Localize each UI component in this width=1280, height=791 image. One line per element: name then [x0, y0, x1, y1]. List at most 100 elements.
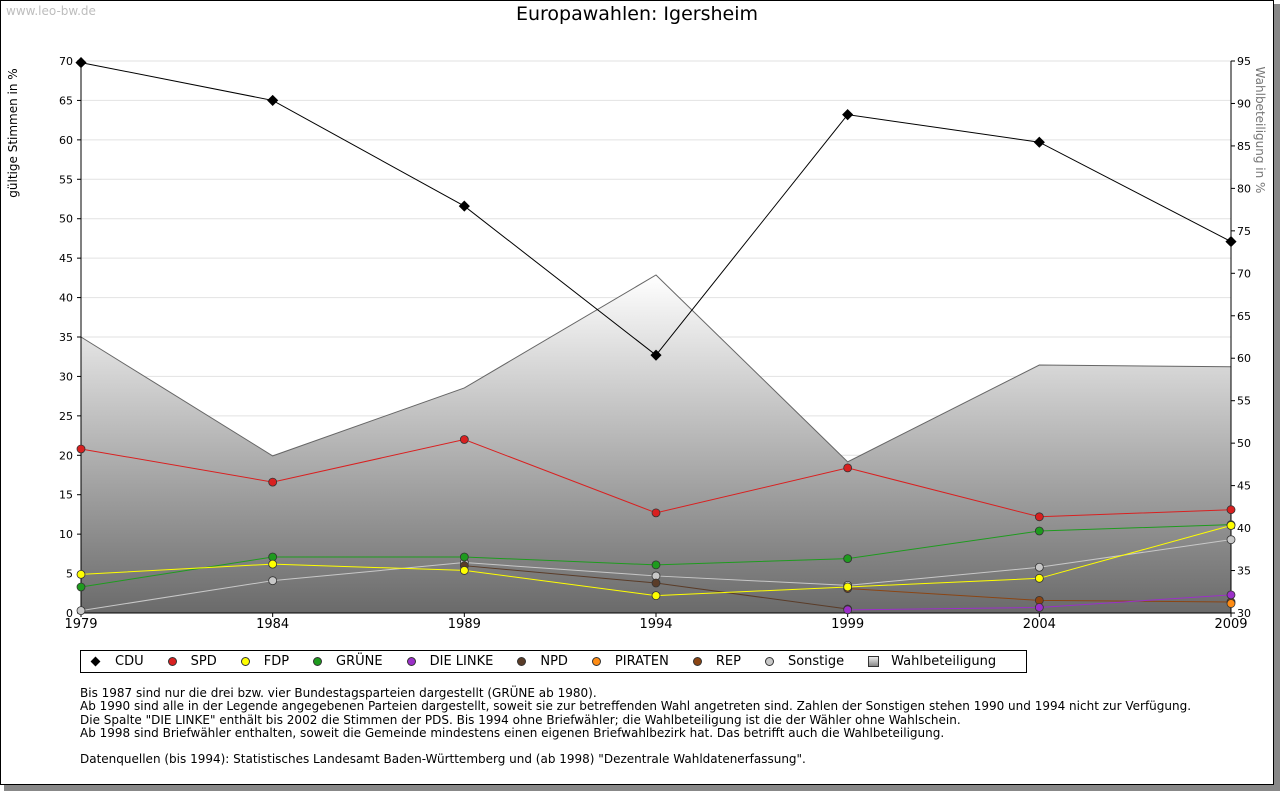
y-tick-label: 35 [59, 331, 73, 344]
legend-marker [764, 657, 774, 666]
legend-item: REP [691, 654, 763, 669]
data-point-sonstige [268, 576, 278, 586]
legend-item: NPD [515, 654, 590, 669]
turnout-line [80, 274, 1232, 463]
legend-item: Sonstige [763, 654, 866, 669]
x-tick-label: 2009 [1214, 617, 1247, 632]
axes: 0 5 10 15 20 25 30 35 40 45 50 55 60 65 70 30 35 40 45 50 55… [59, 55, 1251, 632]
note-line: Ab 1998 sind Briefwähler enthalten, sowe… [80, 725, 945, 740]
data-point-die-linke [1034, 603, 1044, 612]
legend-marker [517, 657, 527, 666]
data-point-piraten [1226, 599, 1236, 608]
legend-item: DIE LINKE [405, 654, 516, 669]
y2-tick-label: 30 [1237, 607, 1251, 620]
note-line: Bis 1987 sind nur die drei bzw. vier Bun… [80, 686, 597, 700]
turnout-area [81, 275, 1231, 613]
y2-tick-label: 45 [1237, 480, 1251, 493]
data-point-spd [843, 463, 853, 473]
legend-label: NPD [540, 654, 568, 669]
series-markers [75, 57, 1237, 616]
legend-item: CDU [89, 654, 166, 669]
data-point-gr-ne [459, 552, 469, 562]
y-tick-label: 10 [59, 528, 73, 541]
legend-label: Wahlbeteiligung [891, 654, 997, 669]
legend-marker [868, 656, 880, 667]
y-tick-label: 20 [59, 449, 73, 462]
data-point-cdu [842, 109, 854, 121]
data-point-cdu [458, 200, 470, 212]
y2-tick-label: 80 [1237, 182, 1251, 195]
legend-marker [240, 657, 250, 666]
y-tick-label: 55 [59, 173, 73, 186]
data-point-fdp [1226, 521, 1236, 530]
y-tick-label: 60 [59, 134, 73, 147]
y2-tick-label: 35 [1237, 565, 1251, 578]
data-point-fdp [1034, 573, 1044, 583]
y2-tick-label: 75 [1237, 225, 1251, 238]
data-point-sonstige [76, 606, 86, 616]
x-tick-label: 1994 [639, 617, 672, 632]
data-point-spd [76, 444, 86, 454]
y2-tick-label: 85 [1237, 140, 1251, 153]
y2-tick-label: 60 [1237, 352, 1251, 365]
data-point-gr-ne [651, 560, 661, 570]
data-point-gr-ne [1034, 526, 1044, 536]
y-tick-label: 65 [59, 94, 73, 107]
data-point-fdp [268, 559, 278, 569]
y-tick-label: 50 [59, 213, 73, 226]
legend-label: Sonstige [787, 654, 845, 669]
x-tick-label: 2004 [1023, 617, 1056, 632]
data-point-cdu [1225, 236, 1237, 248]
data-point-fdp [843, 582, 853, 592]
data-point-gr-ne [843, 554, 853, 563]
y-tick-label: 0 [66, 607, 73, 620]
data-point-fdp [76, 569, 86, 579]
data-point-spd [1226, 505, 1236, 515]
x-tick-label: 1989 [448, 617, 481, 632]
y-tick-label: 70 [59, 55, 73, 68]
y-tick-label: 25 [59, 410, 73, 423]
legend-marker [313, 657, 323, 666]
turnout-area-layer [80, 274, 1232, 613]
note-line: Ab 1990 sind alle in der Legende angegeb… [80, 699, 1192, 714]
legend-label: CDU [115, 654, 144, 669]
y2-tick-label: 95 [1237, 55, 1251, 68]
y-tick-label: 15 [59, 489, 73, 502]
legend-item: Wahlbeteiligung [866, 654, 1018, 669]
data-point-fdp [459, 566, 469, 575]
y2-tick-label: 70 [1237, 267, 1251, 280]
legend-marker [406, 657, 416, 666]
data-point-cdu [1033, 136, 1045, 148]
data-point-fdp [651, 591, 661, 601]
legend-item: SPD [166, 654, 239, 669]
data-point-cdu [267, 94, 279, 106]
y2-tick-label: 40 [1237, 522, 1251, 535]
data-point-spd [268, 477, 278, 487]
data-point-die-linke [843, 605, 853, 615]
y2-tick-label: 55 [1237, 395, 1251, 408]
legend: CDU SPD FDP GRÜNE DIE LINKE NPD PIRATEN REP Sons… [80, 650, 1027, 673]
y2-tick-label: 50 [1237, 437, 1251, 450]
note-line: Die Spalte "DIE LINKE" enthält bis 2002 … [80, 712, 961, 727]
legend-item: GRÜNE [311, 654, 405, 669]
data-point-sonstige [1226, 535, 1236, 545]
legend-marker [90, 656, 101, 667]
data-point-gr-ne [76, 582, 86, 592]
plot-area: 0 5 10 15 20 25 30 35 40 45 50 55 60 65 70 30 35 40 45 50 55… [59, 55, 1251, 632]
frame-shadow-bottom [4, 785, 1280, 791]
data-point-cdu [75, 57, 87, 69]
legend-label: REP [715, 654, 741, 669]
data-point-sonstige [1034, 562, 1044, 572]
data-point-spd [651, 508, 661, 518]
data-point-npd [651, 578, 661, 588]
watermark: www.leo-bw.de [6, 4, 96, 18]
y2-tick-label: 90 [1237, 97, 1251, 110]
legend-marker [591, 657, 601, 666]
y-tick-label: 30 [59, 370, 73, 383]
notes: Bis 1987 sind nur die drei bzw. vier Bun… [80, 686, 1192, 766]
y-tick-label: 45 [59, 252, 73, 265]
data-point-cdu [650, 349, 662, 361]
chart-title: Europawahlen: Igersheim [515, 3, 759, 25]
legend-item: FDP [239, 654, 311, 669]
legend-marker [167, 657, 177, 666]
